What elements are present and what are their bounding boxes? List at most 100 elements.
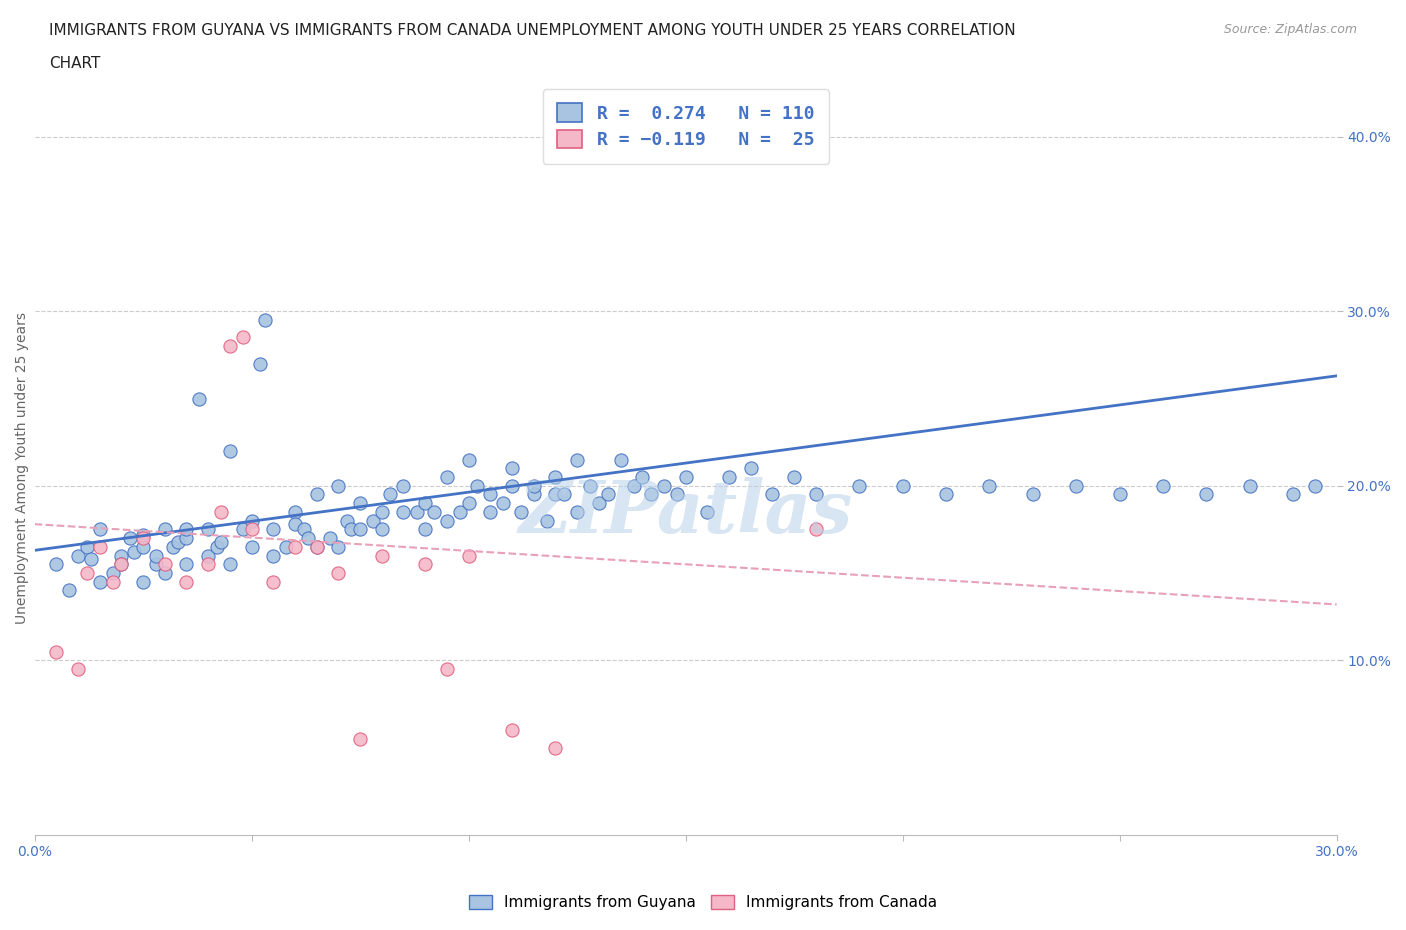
Point	[249, 356, 271, 371]
Point	[232, 330, 254, 345]
Point	[509, 504, 531, 519]
Point	[284, 517, 307, 532]
Point	[349, 731, 371, 746]
Point	[457, 496, 479, 511]
Point	[110, 557, 132, 572]
Text: Source: ZipAtlas.com: Source: ZipAtlas.com	[1223, 23, 1357, 36]
Point	[132, 527, 155, 542]
Point	[349, 522, 371, 537]
Legend: R =  0.274   N = 110, R = −0.119   N =  25: R = 0.274 N = 110, R = −0.119 N = 25	[543, 89, 828, 164]
Point	[465, 478, 488, 493]
Point	[197, 557, 219, 572]
Point	[328, 539, 350, 554]
Point	[544, 470, 567, 485]
Point	[553, 487, 575, 502]
Point	[276, 539, 298, 554]
Point	[262, 522, 284, 537]
Point	[1303, 478, 1326, 493]
Point	[652, 478, 675, 493]
Point	[66, 661, 89, 676]
Point	[457, 548, 479, 563]
Point	[253, 312, 276, 327]
Point	[436, 513, 458, 528]
Point	[58, 583, 80, 598]
Point	[262, 575, 284, 590]
Point	[118, 531, 141, 546]
Point	[891, 478, 914, 493]
Point	[262, 548, 284, 563]
Point	[218, 557, 240, 572]
Point	[76, 565, 98, 580]
Point	[1152, 478, 1174, 493]
Point	[501, 461, 523, 476]
Point	[1064, 478, 1087, 493]
Point	[609, 452, 631, 467]
Point	[292, 522, 315, 537]
Point	[1282, 487, 1305, 502]
Point	[176, 575, 198, 590]
Point	[176, 557, 198, 572]
Point	[240, 539, 263, 554]
Point	[89, 522, 111, 537]
Point	[449, 504, 471, 519]
Point	[153, 557, 176, 572]
Point	[523, 478, 546, 493]
Point	[124, 545, 146, 560]
Point	[436, 470, 458, 485]
Point	[162, 539, 184, 554]
Point	[80, 551, 103, 566]
Point	[579, 478, 602, 493]
Point	[145, 548, 167, 563]
Point	[305, 539, 328, 554]
Point	[197, 548, 219, 563]
Point	[361, 513, 384, 528]
Point	[501, 723, 523, 737]
Point	[101, 575, 124, 590]
Point	[153, 522, 176, 537]
Point	[413, 522, 436, 537]
Point	[45, 557, 67, 572]
Point	[209, 534, 232, 549]
Point	[1022, 487, 1045, 502]
Point	[380, 487, 402, 502]
Point	[675, 470, 697, 485]
Point	[392, 478, 415, 493]
Point	[240, 513, 263, 528]
Point	[413, 557, 436, 572]
Point	[284, 504, 307, 519]
Point	[523, 487, 546, 502]
Point	[336, 513, 359, 528]
Point	[284, 539, 307, 554]
Y-axis label: Unemployment Among Youth under 25 years: Unemployment Among Youth under 25 years	[15, 312, 30, 624]
Point	[544, 740, 567, 755]
Point	[392, 504, 415, 519]
Point	[1108, 487, 1130, 502]
Point	[110, 548, 132, 563]
Point	[45, 644, 67, 659]
Point	[188, 392, 211, 406]
Point	[176, 531, 198, 546]
Point	[536, 513, 558, 528]
Point	[197, 522, 219, 537]
Point	[340, 522, 363, 537]
Text: CHART: CHART	[49, 56, 101, 71]
Point	[457, 452, 479, 467]
Point	[436, 661, 458, 676]
Point	[153, 565, 176, 580]
Point	[1239, 478, 1261, 493]
Point	[479, 487, 502, 502]
Point	[66, 548, 89, 563]
Point	[371, 504, 394, 519]
Point	[305, 539, 328, 554]
Point	[209, 504, 232, 519]
Point	[1195, 487, 1218, 502]
Point	[565, 504, 588, 519]
Point	[132, 539, 155, 554]
Point	[166, 534, 188, 549]
Point	[804, 522, 827, 537]
Point	[132, 575, 155, 590]
Point	[665, 487, 688, 502]
Point	[110, 557, 132, 572]
Point	[696, 504, 718, 519]
Point	[405, 504, 427, 519]
